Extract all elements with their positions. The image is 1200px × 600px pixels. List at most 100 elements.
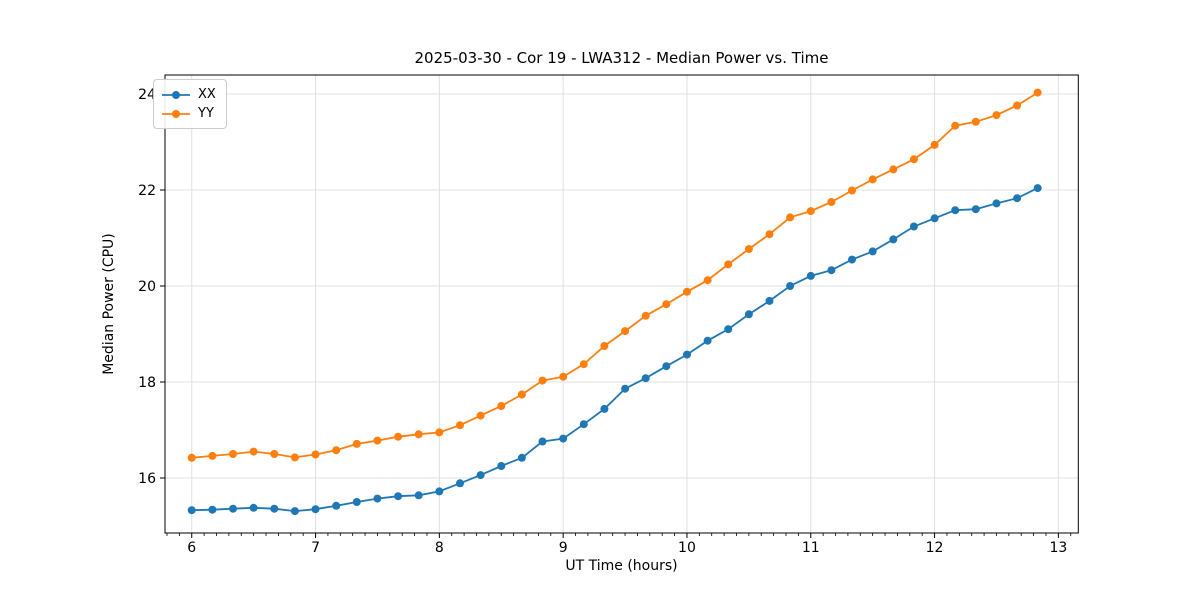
- data-point-xx: [868, 247, 877, 256]
- data-point-yy: [662, 300, 671, 309]
- data-point-xx: [1033, 184, 1042, 193]
- data-point-xx: [456, 479, 464, 488]
- y-tick-label: 24: [138, 87, 156, 103]
- data-point-xx: [352, 498, 361, 506]
- data-point-yy: [848, 186, 856, 195]
- data-point-xx: [290, 507, 299, 516]
- y-tick-label: 16: [138, 471, 156, 487]
- x-tick-label: 11: [802, 540, 820, 556]
- x-tick-label: 7: [311, 540, 320, 556]
- data-point-xx: [992, 199, 1001, 208]
- data-point-yy: [332, 446, 341, 455]
- data-point-xx: [724, 325, 733, 334]
- y-tick-label: 20: [138, 279, 156, 295]
- data-point-xx: [538, 437, 547, 446]
- data-point-yy: [744, 245, 753, 253]
- data-point-yy: [765, 230, 774, 239]
- data-point-yy: [290, 453, 299, 462]
- data-point-xx: [394, 492, 403, 501]
- legend-swatch-xx: [162, 90, 190, 99]
- data-point-yy: [187, 453, 196, 462]
- series-line-yy: [191, 91, 1039, 459]
- data-point-yy: [373, 436, 382, 445]
- data-point-xx: [1013, 194, 1022, 203]
- data-point-xx: [497, 462, 506, 470]
- data-point-yy: [930, 140, 939, 149]
- data-point-xx: [311, 505, 320, 514]
- data-point-yy: [394, 432, 403, 441]
- y-tick-label: 18: [138, 375, 156, 391]
- data-point-yy: [827, 198, 836, 206]
- legend-label-xx: XX: [198, 87, 216, 102]
- data-point-yy: [786, 213, 795, 222]
- data-point-xx: [435, 487, 444, 496]
- x-tick-label: 10: [678, 540, 696, 556]
- data-point-yy: [1033, 88, 1042, 97]
- data-point-yy: [497, 402, 506, 410]
- data-point-yy: [600, 342, 609, 350]
- data-point-yy: [476, 411, 485, 420]
- data-point-yy: [208, 451, 217, 460]
- data-point-xx: [208, 505, 217, 514]
- data-point-yy: [579, 360, 588, 369]
- data-point-xx: [187, 506, 196, 515]
- data-point-xx: [889, 235, 898, 244]
- data-point-xx: [641, 374, 650, 383]
- series-line-xx: [191, 187, 1039, 513]
- data-point-xx: [848, 255, 856, 264]
- data-point-yy: [559, 372, 568, 381]
- data-point-yy: [249, 447, 258, 456]
- data-point-yy: [414, 430, 423, 439]
- data-point-yy: [435, 428, 444, 437]
- data-point-xx: [229, 504, 237, 513]
- data-point-xx: [579, 420, 588, 429]
- data-point-xx: [951, 206, 960, 215]
- data-point-yy: [724, 260, 733, 269]
- data-point-yy: [806, 207, 815, 216]
- x-tick-label: 12: [926, 540, 944, 556]
- data-point-xx: [414, 491, 423, 500]
- legend-item-xx: XX: [161, 85, 216, 104]
- data-point-xx: [703, 336, 712, 345]
- x-tick-label: 6: [187, 540, 196, 556]
- x-axis-label: UT Time (hours): [565, 558, 678, 574]
- chart-title: 2025-03-30 - Cor 19 - LWA312 - Median Po…: [414, 49, 829, 67]
- data-point-xx: [827, 266, 836, 275]
- data-point-xx: [621, 384, 630, 393]
- data-point-yy: [352, 439, 361, 448]
- data-point-xx: [744, 310, 753, 319]
- data-point-xx: [930, 214, 939, 223]
- data-point-yy: [311, 450, 320, 459]
- data-point-xx: [683, 350, 691, 359]
- legend-item-yy: YY: [161, 104, 216, 123]
- x-tick-label: 13: [1049, 540, 1067, 556]
- data-point-yy: [538, 376, 547, 385]
- x-tick-label: 8: [435, 540, 444, 556]
- data-point-xx: [332, 501, 341, 510]
- data-point-xx: [786, 282, 795, 290]
- data-point-yy: [971, 117, 980, 126]
- data-point-xx: [600, 404, 609, 413]
- x-tick-label: 9: [559, 540, 568, 556]
- legend-label-yy: YY: [198, 106, 214, 121]
- data-point-yy: [703, 276, 712, 285]
- data-point-xx: [476, 471, 485, 480]
- data-point-xx: [559, 434, 568, 443]
- legend-box: XX YY: [153, 79, 227, 129]
- y-tick-label: 22: [138, 183, 156, 199]
- data-point-yy: [992, 111, 1001, 120]
- data-point-xx: [270, 504, 279, 513]
- legend-swatch-yy: [162, 109, 190, 118]
- data-point-yy: [270, 450, 279, 458]
- data-point-yy: [621, 327, 630, 336]
- data-point-yy: [951, 121, 960, 130]
- data-point-yy: [868, 175, 877, 184]
- data-point-xx: [373, 494, 382, 503]
- axes-spines: [164, 74, 1079, 534]
- data-point-xx: [806, 271, 815, 280]
- data-point-xx: [971, 205, 980, 214]
- data-point-xx: [909, 222, 918, 231]
- data-point-yy: [229, 450, 237, 458]
